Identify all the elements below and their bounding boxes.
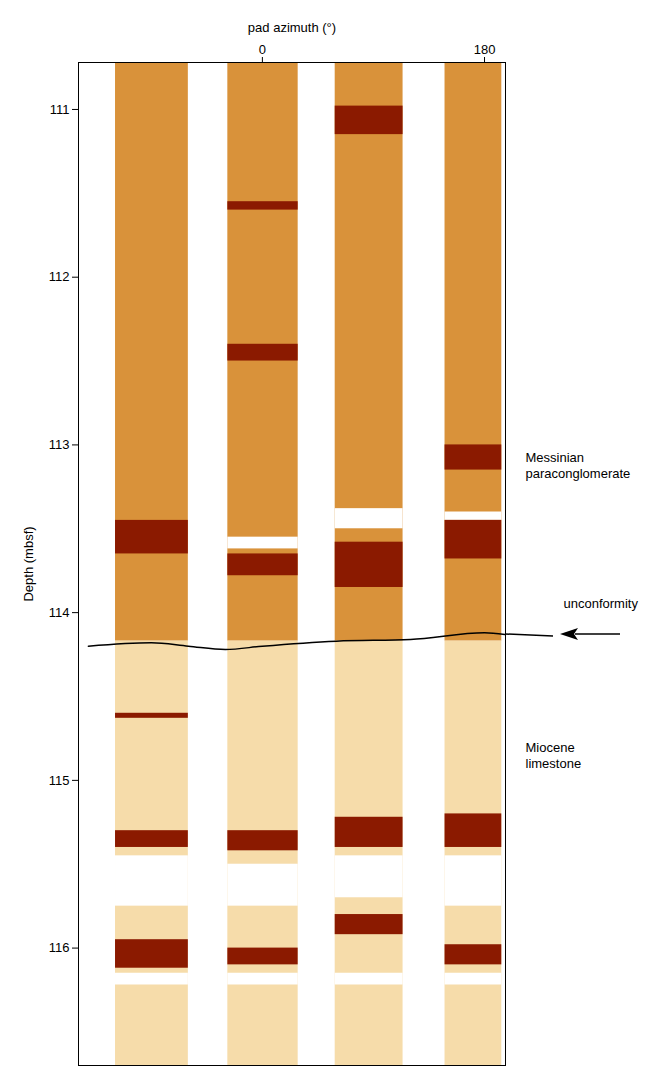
svg-text:unconformity: unconformity [564, 596, 639, 611]
svg-text:Depth (mbsf): Depth (mbsf) [21, 526, 36, 601]
svg-text:180: 180 [474, 42, 496, 57]
svg-text:Miocenelimestone: Miocenelimestone [526, 740, 582, 771]
svg-text:115: 115 [49, 773, 70, 788]
svg-text:0: 0 [259, 42, 266, 57]
svg-text:112: 112 [49, 269, 70, 284]
svg-text:114: 114 [49, 605, 70, 620]
svg-text:pad azimuth (°): pad azimuth (°) [248, 20, 336, 35]
svg-text:Messinianparaconglomerate: Messinianparaconglomerate [526, 450, 631, 481]
svg-text:113: 113 [49, 437, 70, 452]
svg-text:111: 111 [50, 102, 70, 117]
svg-text:116: 116 [49, 940, 70, 955]
